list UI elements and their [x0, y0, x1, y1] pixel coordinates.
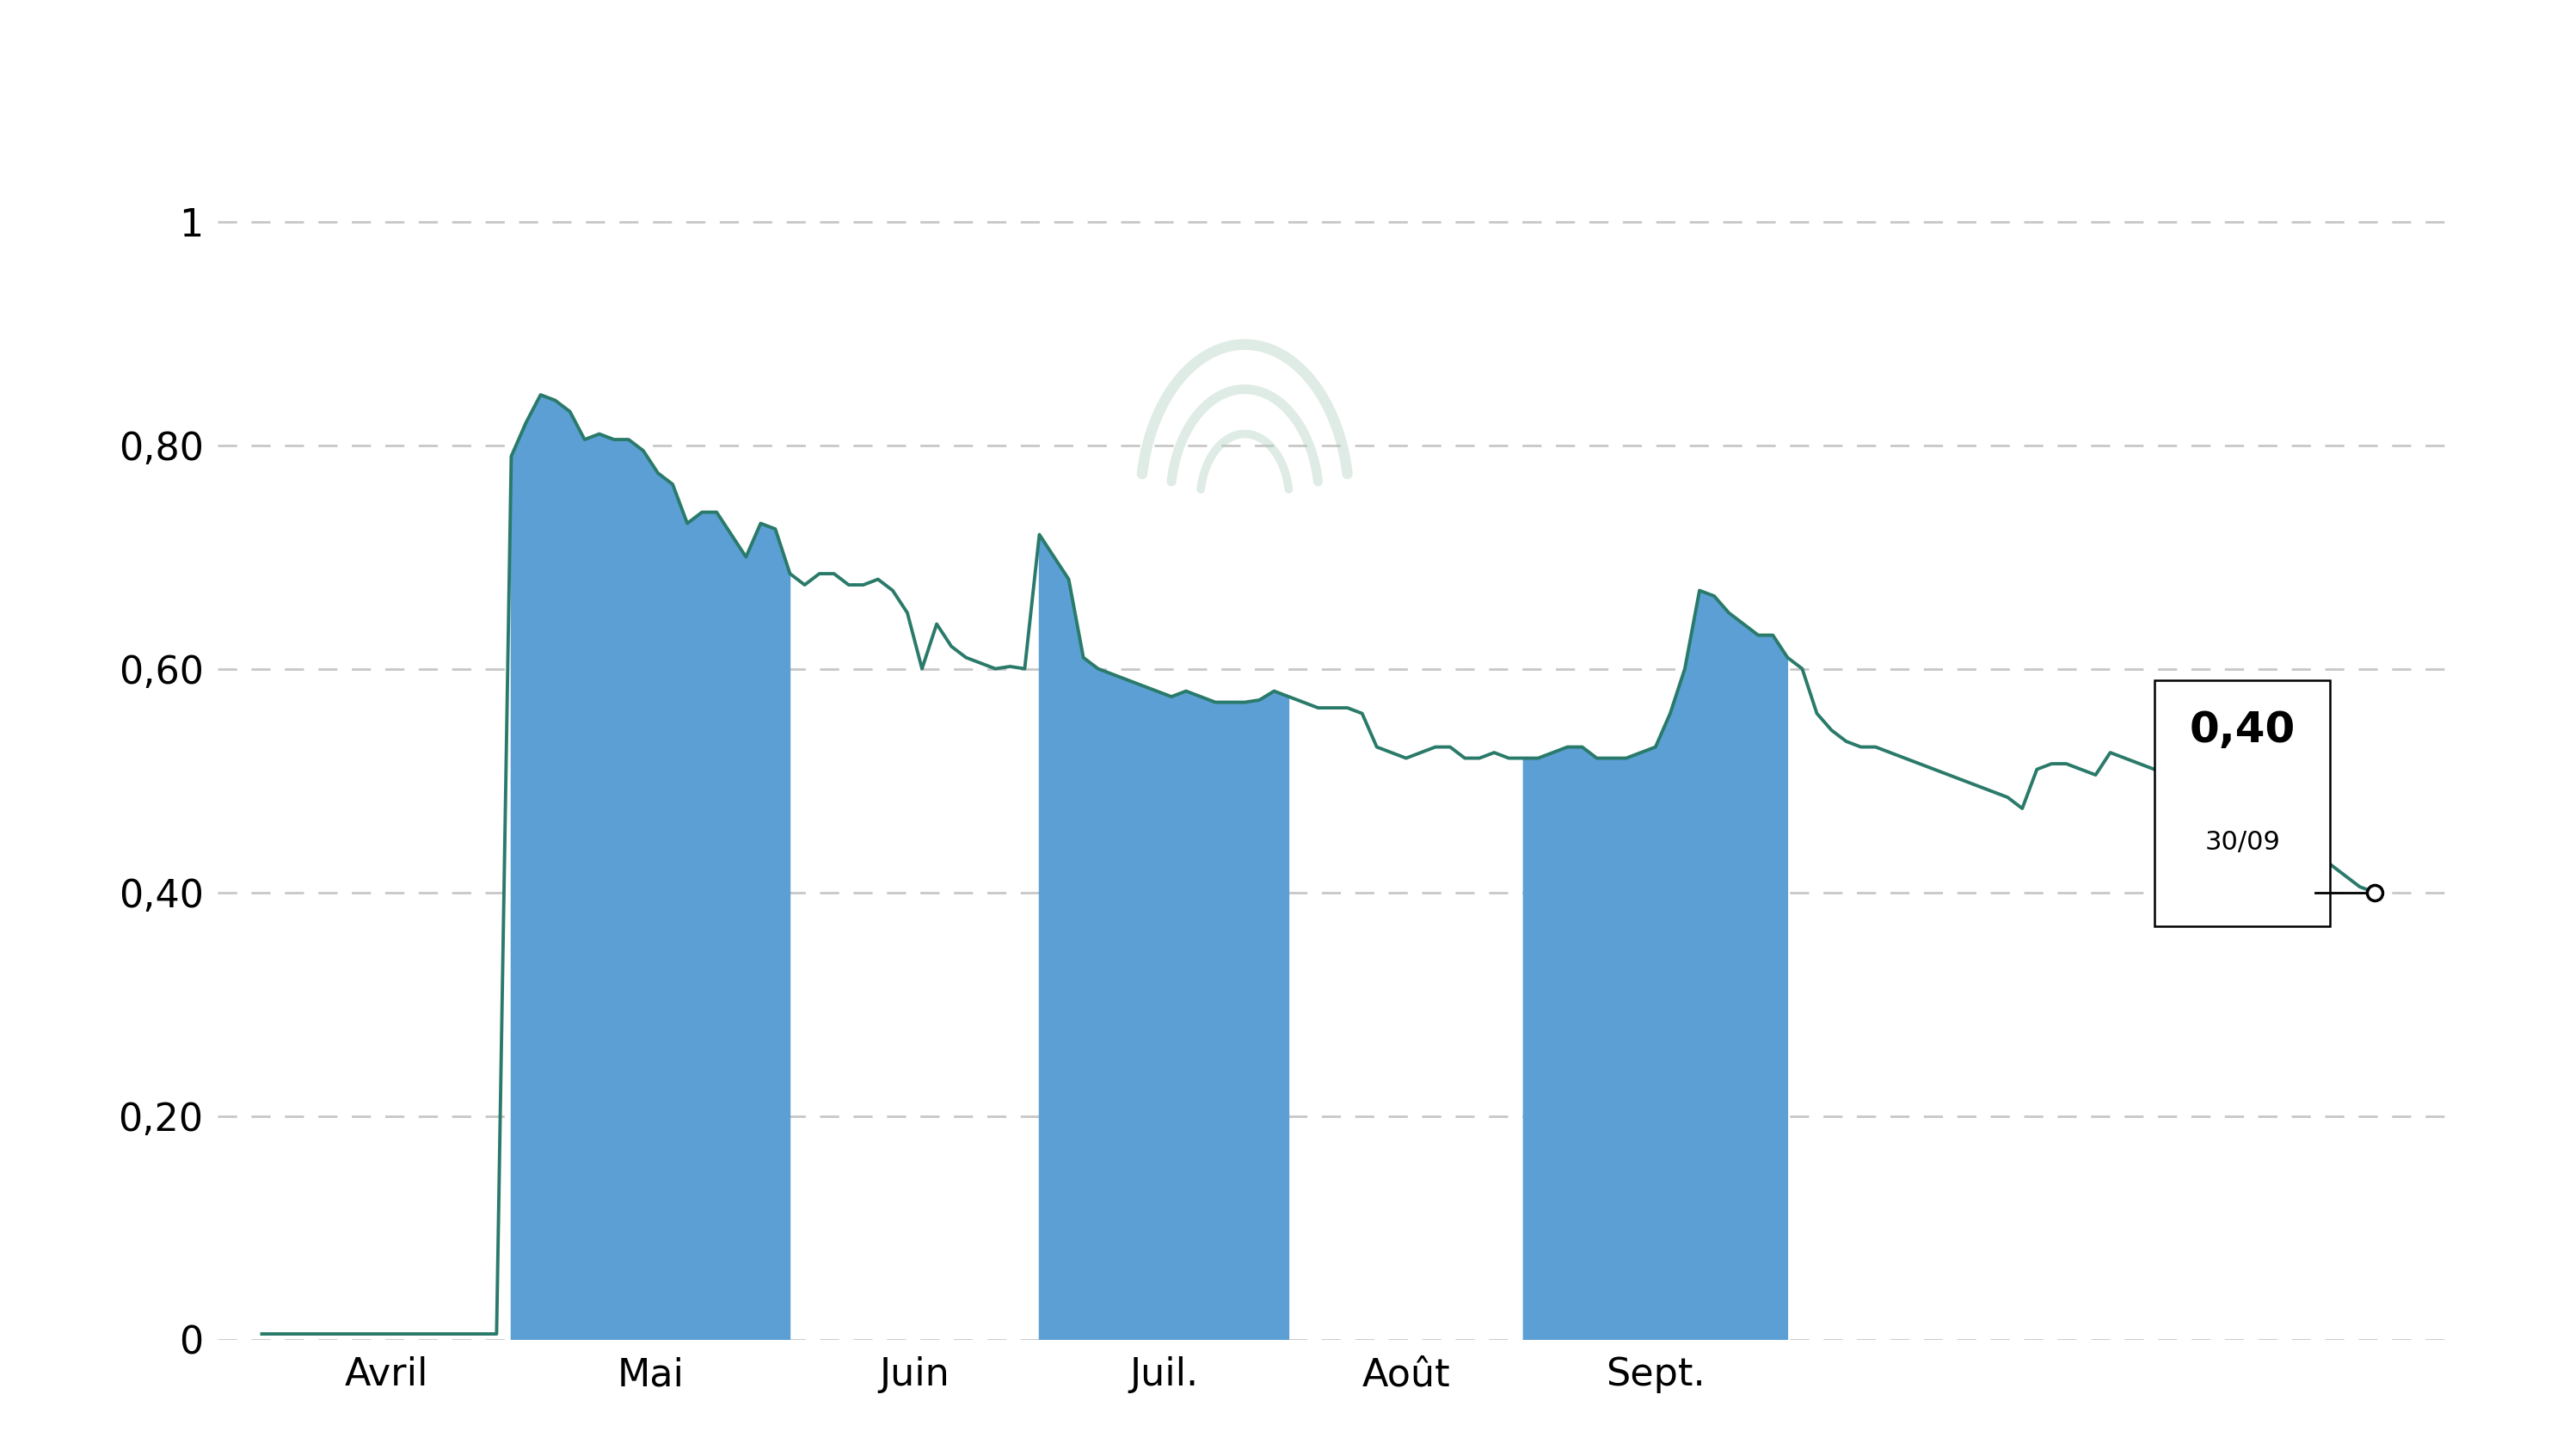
- Text: BIOPHYTIS: BIOPHYTIS: [1064, 15, 1499, 84]
- Text: 0,40: 0,40: [2189, 709, 2296, 751]
- Text: 30/09: 30/09: [2204, 830, 2281, 855]
- Polygon shape: [1041, 534, 1289, 1340]
- Polygon shape: [510, 395, 789, 1340]
- Polygon shape: [1522, 591, 1786, 1340]
- FancyBboxPatch shape: [2155, 680, 2330, 926]
